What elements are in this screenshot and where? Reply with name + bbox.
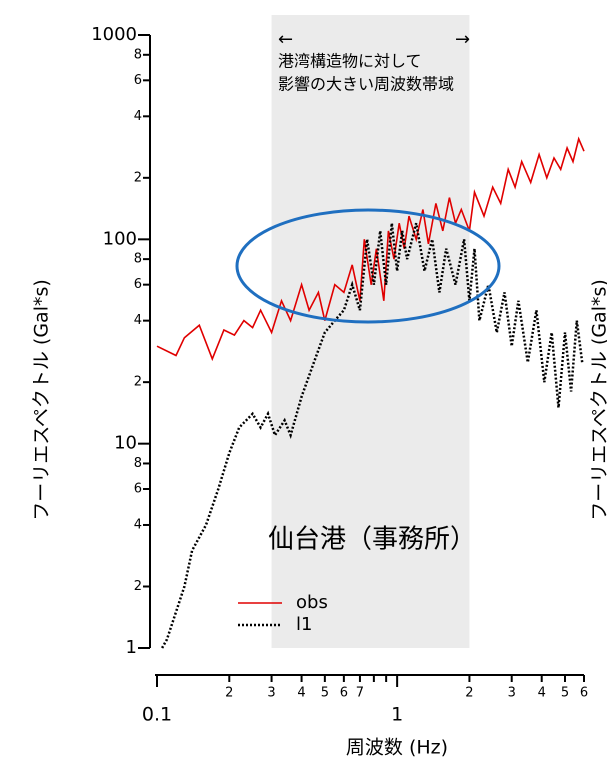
legend-label: obs [296,592,328,613]
y-tick-label: 4 [134,313,142,328]
y-tick-label: 8 [134,252,142,267]
arrow: → [455,29,470,50]
legend-label: l1 [296,614,312,635]
x-tick-label: 5 [321,686,329,701]
y-tick-label: 2 [134,170,142,185]
x-tick-label: 2 [465,686,473,701]
y-tick-label: 6 [134,481,142,496]
frequency-band [271,15,470,648]
x-tick-label: 3 [267,686,275,701]
x-tick-label: 4 [297,686,305,701]
y-tick-label: 1000 [91,24,137,45]
y-tick-label: 100 [103,228,137,249]
chart-title: 仙台港（事務所） [268,525,476,555]
x-tick-label: 2 [225,686,233,701]
x-tick-label: 6 [580,686,588,701]
y-tick-label: 8 [134,456,142,471]
y-tick-label: 10 [114,433,137,454]
y-axis-label: フーリエスペクトル (Gal*s) [31,279,53,521]
y-tick-label: 6 [134,73,142,88]
x-tick-label: 3 [508,686,516,701]
x-tick-label: 6 [340,686,348,701]
annotation: 港湾構造物に対して [278,52,422,71]
y-axis-label-right: フーリエスペクトル (Gal*s) [589,279,607,521]
x-tick-label: 0.1 [142,704,172,726]
y-tick-label: 6 [134,277,142,292]
x-tick-label: 4 [538,686,546,701]
highlight-ellipse [235,208,501,324]
y-tick-label: 2 [134,375,142,390]
y-tick-label: 2 [134,579,142,594]
x-tick-label: 7 [356,686,364,701]
series-line [156,136,585,362]
y-tick-label: 8 [134,47,142,62]
arrow: ← [278,29,293,50]
y-tick-label: 4 [134,109,142,124]
y-tick-label: 4 [134,517,142,532]
x-tick-label: 5 [561,686,569,701]
x-tick-label: 1 [391,704,403,726]
y-tick-label: 1 [126,637,137,658]
annotation: 影響の大きい周波数帯域 [278,75,454,94]
x-axis-label: 周波数 (Hz) [346,737,448,759]
